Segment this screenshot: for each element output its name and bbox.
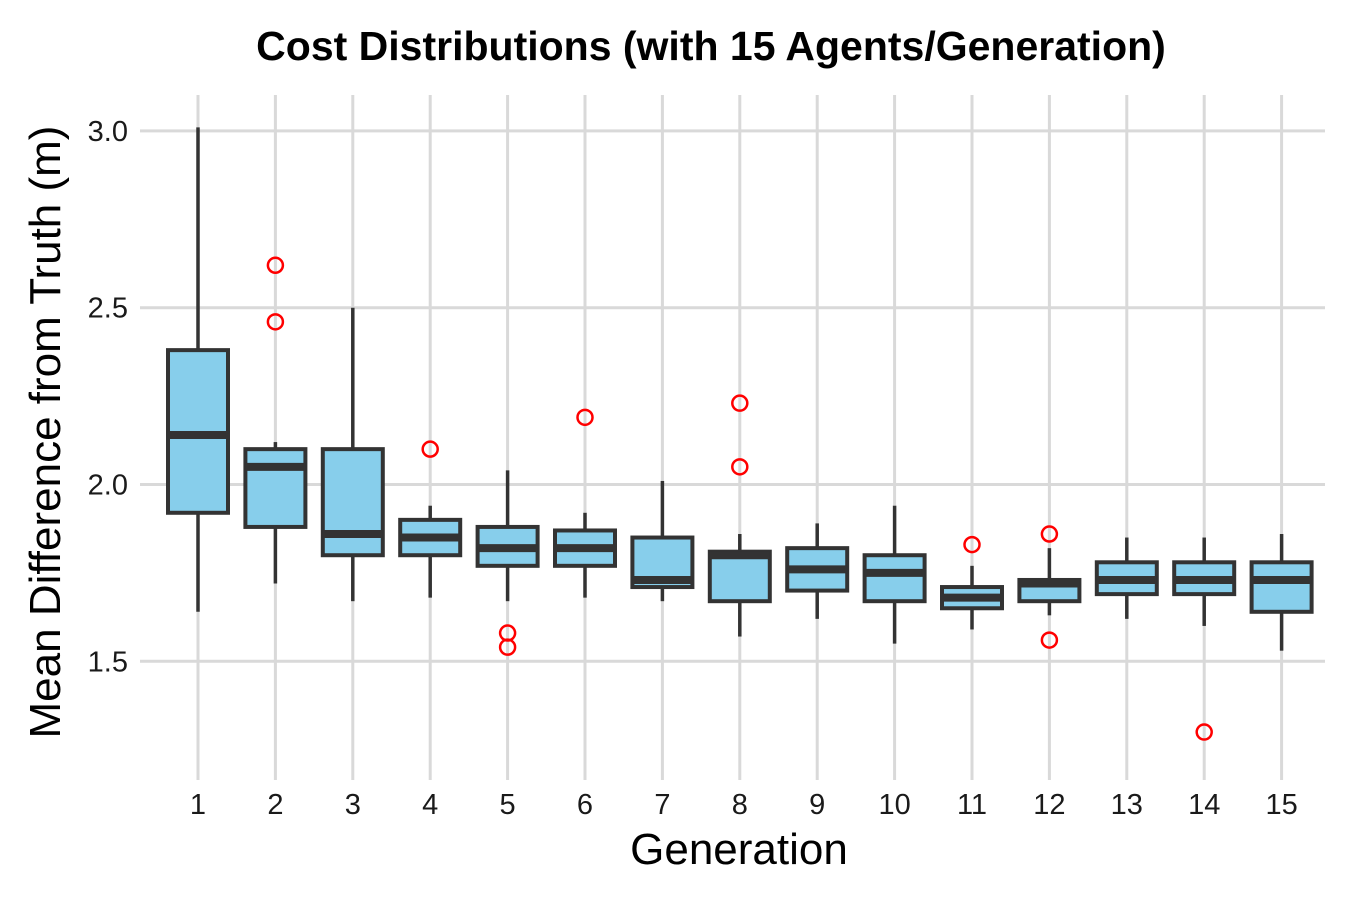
chart-title: Cost Distributions (with 15 Agents/Gener… <box>256 23 1166 69</box>
x-tick-label: 3 <box>345 789 361 821</box>
x-axis-ticks: 1 2 3 4 5 6 7 8 9 10 11 12 13 14 15 <box>190 789 1298 821</box>
x-tick-label: 2 <box>267 789 283 821</box>
y-tick-label: 3.0 <box>88 116 128 148</box>
outlier-point <box>266 256 285 275</box>
box-group <box>1249 534 1314 651</box>
box <box>243 447 308 529</box>
outlier-point <box>1040 631 1059 649</box>
outlier-point <box>266 313 285 331</box>
box-group <box>166 127 230 612</box>
box-group <box>1017 525 1082 649</box>
outlier-point <box>963 535 981 554</box>
x-tick-label: 14 <box>1188 789 1220 821</box>
x-tick-label: 9 <box>809 789 825 821</box>
outlier-point <box>1040 525 1059 543</box>
box-group <box>553 408 617 598</box>
y-axis-title: Mean Difference from Truth (m) <box>21 126 70 739</box>
x-tick-label: 10 <box>878 789 910 821</box>
y-tick-label: 1.5 <box>88 646 128 678</box>
x-tick-label: 11 <box>957 789 987 821</box>
x-tick-label: 5 <box>500 789 516 821</box>
box-group <box>1172 537 1237 741</box>
box-group <box>630 480 695 602</box>
outlier-point <box>731 394 749 412</box>
outlier-point <box>498 638 517 656</box>
y-tick-label: 2.5 <box>88 293 128 325</box>
x-tick-label: 12 <box>1033 789 1065 821</box>
box-group <box>785 523 850 619</box>
box <box>862 553 927 604</box>
outlier-point <box>1195 723 1213 741</box>
box <box>320 447 385 558</box>
box-group <box>862 505 927 644</box>
x-tick-label: 6 <box>577 789 593 821</box>
box-group <box>707 394 772 637</box>
box-group <box>398 440 463 598</box>
x-tick-label: 15 <box>1265 789 1297 821</box>
x-tick-label: 8 <box>732 789 748 821</box>
x-tick-label: 4 <box>422 789 438 821</box>
box-plots <box>166 127 1314 741</box>
y-tick-label: 2.0 <box>88 470 128 502</box>
x-tick-label: 13 <box>1111 789 1143 821</box>
grid-lines <box>140 95 1325 780</box>
outlier-point <box>731 458 749 476</box>
box-group <box>940 535 1004 630</box>
x-tick-label: 1 <box>190 789 206 821</box>
y-axis-ticks: 1.5 2.0 2.5 3.0 <box>88 116 128 678</box>
box-group <box>1094 537 1159 619</box>
outlier-point <box>576 408 594 427</box>
x-axis-title: Generation <box>630 825 848 874</box>
outlier-point <box>421 440 439 458</box>
x-tick-label: 7 <box>654 789 670 821</box>
box <box>1249 560 1314 614</box>
box-group <box>243 256 308 584</box>
box-group <box>320 307 385 602</box>
box-group <box>475 470 540 656</box>
